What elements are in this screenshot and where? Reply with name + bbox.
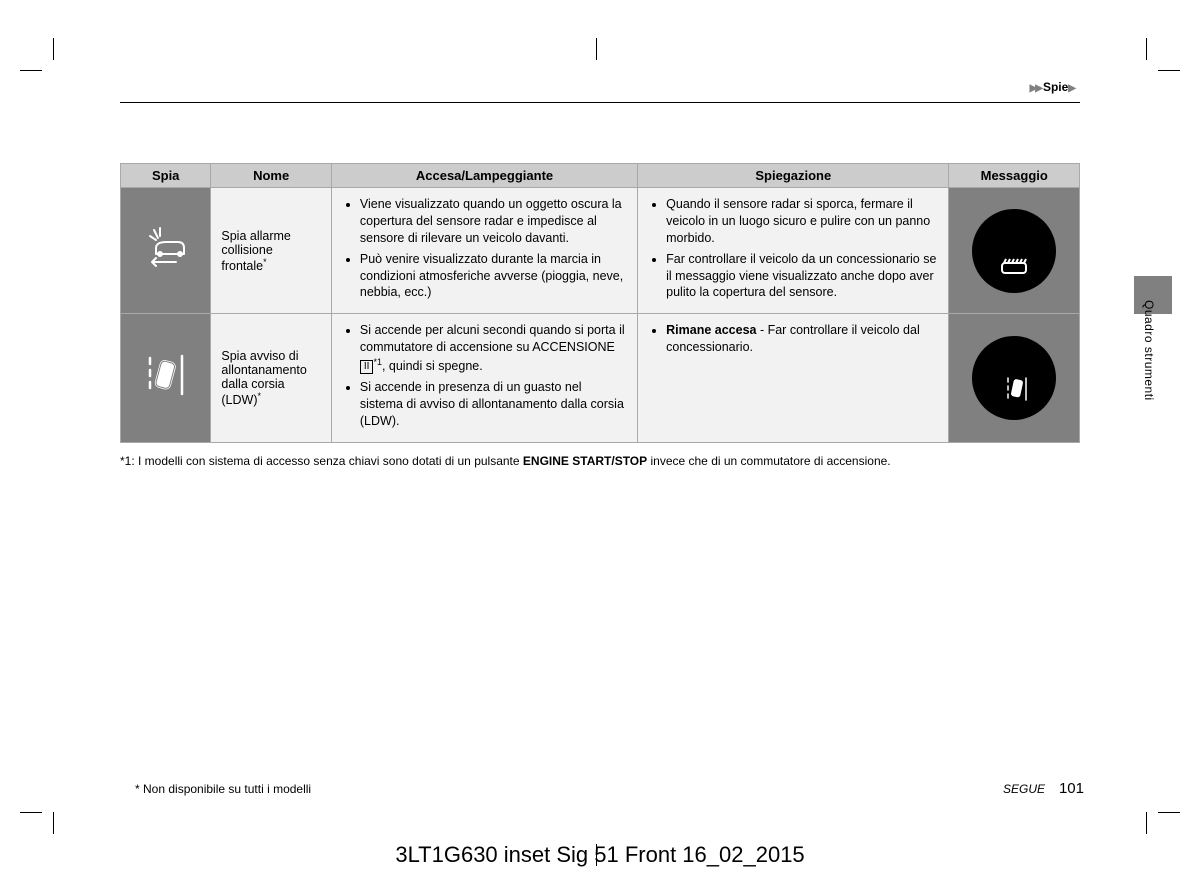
indicators-table: Spia Nome Accesa/Lampeggiante Spiegazion…: [120, 163, 1080, 443]
indicator-accesa: Viene visualizzato quando un oggetto osc…: [331, 188, 637, 314]
breadcrumb-label: Spie: [1043, 80, 1068, 94]
table-header-row: Spia Nome Accesa/Lampeggiante Spiegazion…: [121, 164, 1080, 188]
col-nome: Nome: [211, 164, 332, 188]
lane-departure-icon: [138, 348, 194, 404]
indicator-name: Spia avviso di allontanamento dalla cors…: [211, 314, 332, 442]
footnote: *1: I modelli con sistema di accesso sen…: [120, 453, 1080, 470]
col-spiegazione: Spiegazione: [638, 164, 949, 188]
message-circle-icon: [972, 336, 1056, 420]
indicator-icon-cell: [121, 188, 211, 314]
section-label: Quadro strumenti: [1142, 300, 1156, 401]
availability-note: * Non disponibile su tutti i modelli: [135, 782, 311, 796]
imprint-code: 3LT1G630 inset Sig 51 Front 16_02_2015: [0, 842, 1200, 868]
breadcrumb: ▶▶Spie▶: [120, 80, 1080, 103]
page-content: ▶▶Spie▶ Spia Nome Accesa/Lampeggiante Sp…: [120, 80, 1080, 469]
table-row: Spia allarme collisione frontale* Viene …: [121, 188, 1080, 314]
col-accesa: Accesa/Lampeggiante: [331, 164, 637, 188]
chevron-icon: ▶▶: [1030, 83, 1041, 94]
collision-warning-icon: [138, 224, 194, 274]
indicator-spiegazione: Quando il sensore radar si sporca, ferma…: [638, 188, 949, 314]
ignition-box-icon: II: [360, 360, 374, 374]
col-messaggio: Messaggio: [949, 164, 1080, 188]
indicator-name: Spia allarme collisione frontale*: [211, 188, 332, 314]
indicator-message-icon-cell: [949, 188, 1080, 314]
table-row: Spia avviso di allontanamento dalla cors…: [121, 314, 1080, 442]
col-spia: Spia: [121, 164, 211, 188]
indicator-icon-cell: [121, 314, 211, 442]
indicator-spiegazione: Rimane accesa - Far controllare il veico…: [638, 314, 949, 442]
page-number: 101: [1059, 780, 1084, 797]
indicator-message-icon-cell: [949, 314, 1080, 442]
chevron-icon: ▶: [1068, 83, 1074, 94]
indicator-accesa: Si accende per alcuni secondi quando si …: [331, 314, 637, 442]
message-circle-icon: [972, 209, 1056, 293]
continue-label: SEGUE: [1003, 782, 1045, 796]
